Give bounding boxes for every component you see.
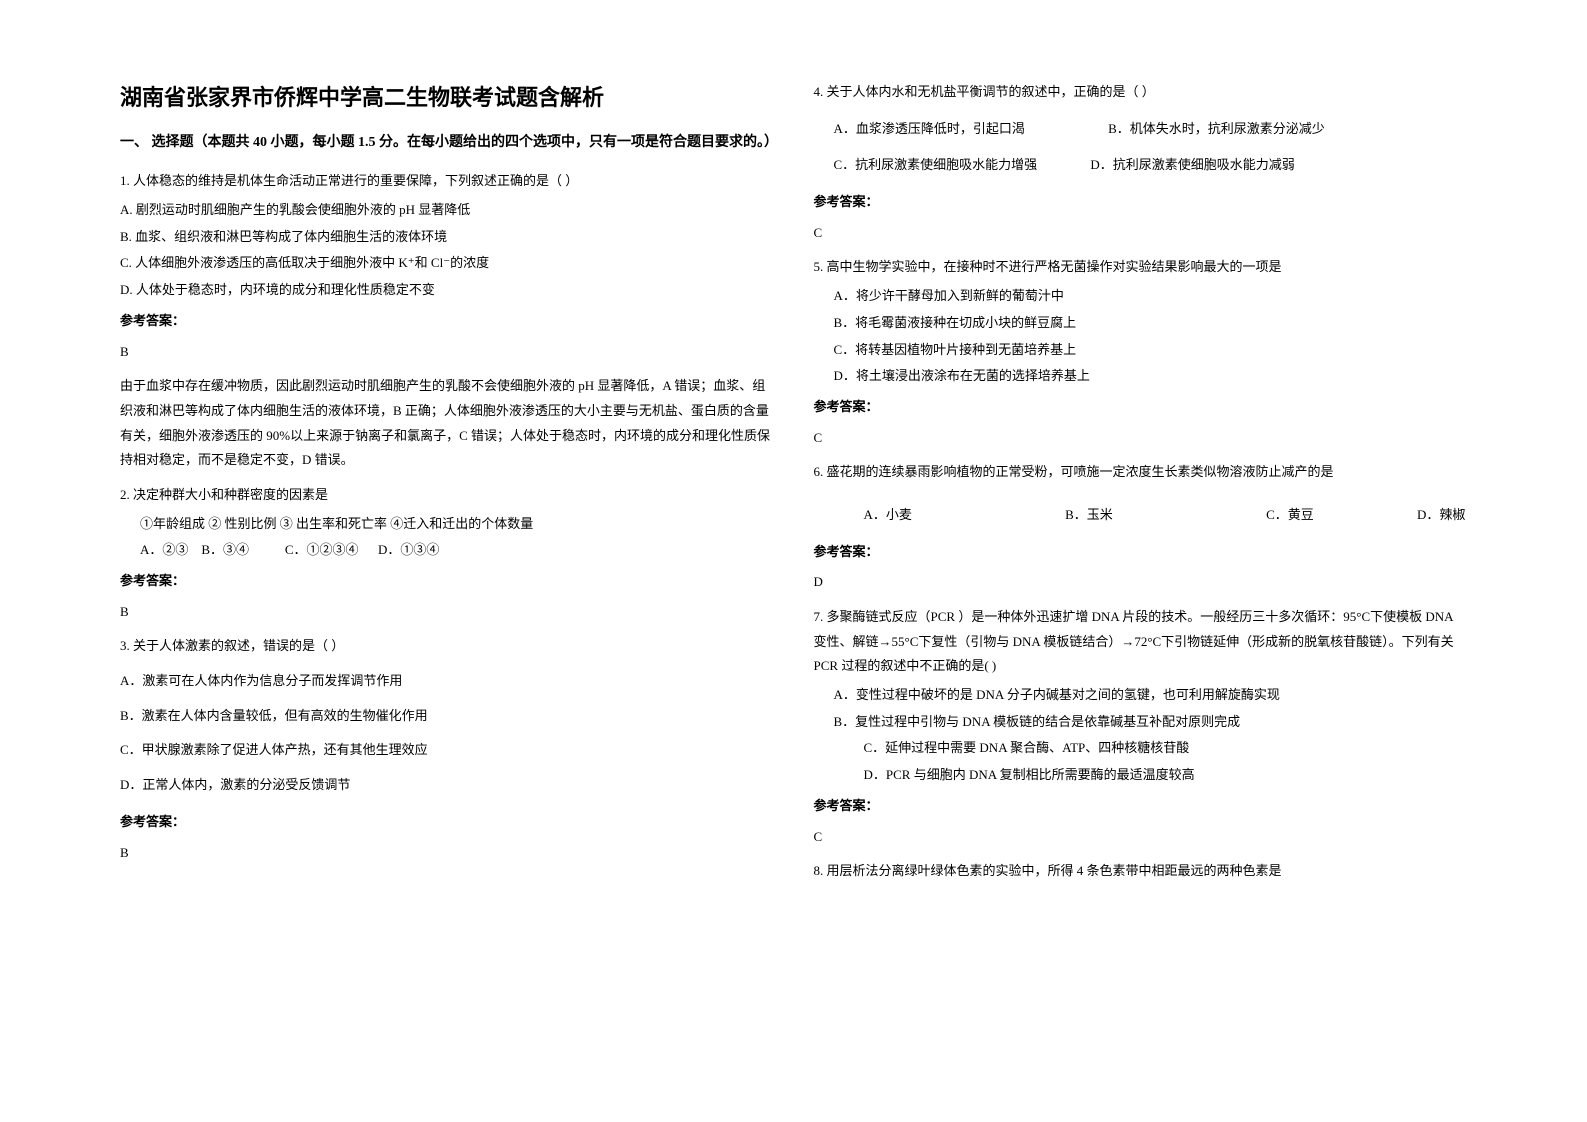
- question-6: 6. 盛花期的连续暴雨影响植物的正常受粉，可喷施一定浓度生长素类似物溶液防止减产…: [814, 460, 1468, 595]
- q1-answer-label: 参考答案：: [120, 309, 774, 334]
- right-column: 4. 关于人体内水和无机盐平衡调节的叙述中，正确的是（ ） A．血浆渗透压降低时…: [794, 80, 1488, 1082]
- q4-row2: C．抗利尿激素使细胞吸水能力增强 D．抗利尿激素使细胞吸水能力减弱: [834, 153, 1468, 178]
- q6-optB: B．玉米: [1065, 507, 1113, 522]
- q1-optC: C. 人体细胞外液渗透压的高低取决于细胞外液中 K⁺和 Cl⁻的浓度: [120, 251, 774, 276]
- q1-optA: A. 剧烈运动时肌细胞产生的乳酸会使细胞外液的 pH 显著降低: [120, 198, 774, 223]
- q6-answer-label: 参考答案：: [814, 540, 1468, 565]
- question-8: 8. 用层析法分离绿叶绿体色素的实验中，所得 4 条色素带中相距最远的两种色素是: [814, 859, 1468, 884]
- q3-optC: C．甲状腺激素除了促进人体产热，还有其他生理效应: [120, 738, 774, 763]
- q4-text: 4. 关于人体内水和无机盐平衡调节的叙述中，正确的是（ ）: [814, 80, 1468, 105]
- q7-optB: B．复性过程中引物与 DNA 模板链的结合是依靠碱基互补配对原则完成: [834, 710, 1468, 735]
- q1-text: 1. 人体稳态的维持是机体生命活动正常进行的重要保障，下列叙述正确的是（ ）: [120, 169, 774, 194]
- q2-answer-label: 参考答案：: [120, 569, 774, 594]
- q5-optD: D．将土壤浸出液涂布在无菌的选择培养基上: [834, 364, 1468, 389]
- q7-optD: D．PCR 与细胞内 DNA 复制相比所需要酶的最适温度较高: [864, 763, 1468, 788]
- q2-text: 2. 决定种群大小和种群密度的因素是: [120, 483, 774, 508]
- q3-text: 3. 关于人体激素的叙述，错误的是（ ）: [120, 634, 774, 659]
- q1-optB: B. 血浆、组织液和淋巴等构成了体内细胞生活的液体环境: [120, 225, 774, 250]
- q6-options: A．小麦 B．玉米 C．黄豆 D．辣椒: [814, 503, 1468, 528]
- question-5: 5. 高中生物学实验中，在接种时不进行严格无菌操作对实验结果影响最大的一项是 A…: [814, 255, 1468, 450]
- q3-answer: B: [120, 841, 774, 866]
- question-3: 3. 关于人体激素的叙述，错误的是（ ） A．激素可在人体内作为信息分子而发挥调…: [120, 634, 774, 865]
- q3-optB: B．激素在人体内含量较低，但有高效的生物催化作用: [120, 704, 774, 729]
- q4-answer: C: [814, 221, 1468, 246]
- section-header: 一、 选择题（本题共 40 小题，每小题 1.5 分。在每小题给出的四个选项中，…: [120, 132, 774, 154]
- question-1: 1. 人体稳态的维持是机体生命活动正常进行的重要保障，下列叙述正确的是（ ） A…: [120, 169, 774, 473]
- q7-text: 7. 多聚酶链式反应（PCR ）是一种体外迅速扩增 DNA 片段的技术。一般经历…: [814, 605, 1468, 679]
- q6-optD: D．辣椒: [1417, 507, 1465, 522]
- left-column: 湖南省张家界市侨辉中学高二生物联考试题含解析 一、 选择题（本题共 40 小题，…: [100, 80, 794, 1082]
- q5-optB: B．将毛霉菌液接种在切成小块的鲜豆腐上: [834, 311, 1468, 336]
- question-7: 7. 多聚酶链式反应（PCR ）是一种体外迅速扩增 DNA 片段的技术。一般经历…: [814, 605, 1468, 849]
- q4-answer-label: 参考答案：: [814, 190, 1468, 215]
- q6-optA: A．小麦: [864, 507, 912, 522]
- q2-answer: B: [120, 600, 774, 625]
- q4-row1: A．血浆渗透压降低时，引起口渴 B．机体失水时，抗利尿激素分泌减少: [834, 117, 1468, 142]
- q2-optB: B．③④: [201, 542, 249, 557]
- q1-answer: B: [120, 340, 774, 365]
- question-4: 4. 关于人体内水和无机盐平衡调节的叙述中，正确的是（ ） A．血浆渗透压降低时…: [814, 80, 1468, 245]
- q4-optC: C．抗利尿激素使细胞吸水能力增强: [834, 157, 1038, 172]
- q2-optA: A．②③: [140, 542, 188, 557]
- q7-answer: C: [814, 825, 1468, 850]
- q5-answer-label: 参考答案：: [814, 395, 1468, 420]
- q6-answer: D: [814, 570, 1468, 595]
- document-title: 湖南省张家界市侨辉中学高二生物联考试题含解析: [120, 80, 774, 112]
- q7-optA: A．变性过程中破坏的是 DNA 分子内碱基对之间的氢键，也可利用解旋酶实现: [834, 683, 1468, 708]
- q7-optC: C．延伸过程中需要 DNA 聚合酶、ATP、四种核糖核苷酸: [864, 736, 1468, 761]
- q4-optB: B．机体失水时，抗利尿激素分泌减少: [1108, 121, 1325, 136]
- q8-text: 8. 用层析法分离绿叶绿体色素的实验中，所得 4 条色素带中相距最远的两种色素是: [814, 859, 1468, 884]
- q2-optD: D．①③④: [378, 542, 439, 557]
- q1-optD: D. 人体处于稳态时，内环境的成分和理化性质稳定不变: [120, 278, 774, 303]
- q6-text: 6. 盛花期的连续暴雨影响植物的正常受粉，可喷施一定浓度生长素类似物溶液防止减产…: [814, 460, 1468, 485]
- question-2: 2. 决定种群大小和种群密度的因素是 ①年龄组成 ② 性别比例 ③ 出生率和死亡…: [120, 483, 774, 624]
- q2-opts-line: ①年龄组成 ② 性别比例 ③ 出生率和死亡率 ④迁入和迁出的个体数量: [140, 512, 774, 537]
- q1-explanation: 由于血浆中存在缓冲物质，因此剧烈运动时肌细胞产生的乳酸不会使细胞外液的 pH 显…: [120, 374, 774, 473]
- q3-answer-label: 参考答案：: [120, 810, 774, 835]
- q3-optD: D．正常人体内，激素的分泌受反馈调节: [120, 773, 774, 798]
- q5-optC: C．将转基因植物叶片接种到无菌培养基上: [834, 338, 1468, 363]
- q2-optC: C．①②③④: [285, 542, 359, 557]
- q3-optA: A．激素可在人体内作为信息分子而发挥调节作用: [120, 669, 774, 694]
- q4-optA: A．血浆渗透压降低时，引起口渴: [834, 121, 1025, 136]
- q5-text: 5. 高中生物学实验中，在接种时不进行严格无菌操作对实验结果影响最大的一项是: [814, 255, 1468, 280]
- q5-answer: C: [814, 426, 1468, 451]
- q2-options: A．②③ B．③④ C．①②③④ D．①③④: [140, 538, 774, 563]
- q6-optC: C．黄豆: [1266, 507, 1314, 522]
- q4-optD: D．抗利尿激素使细胞吸水能力减弱: [1090, 157, 1294, 172]
- q7-answer-label: 参考答案：: [814, 794, 1468, 819]
- q5-optA: A．将少许干酵母加入到新鲜的葡萄汁中: [834, 284, 1468, 309]
